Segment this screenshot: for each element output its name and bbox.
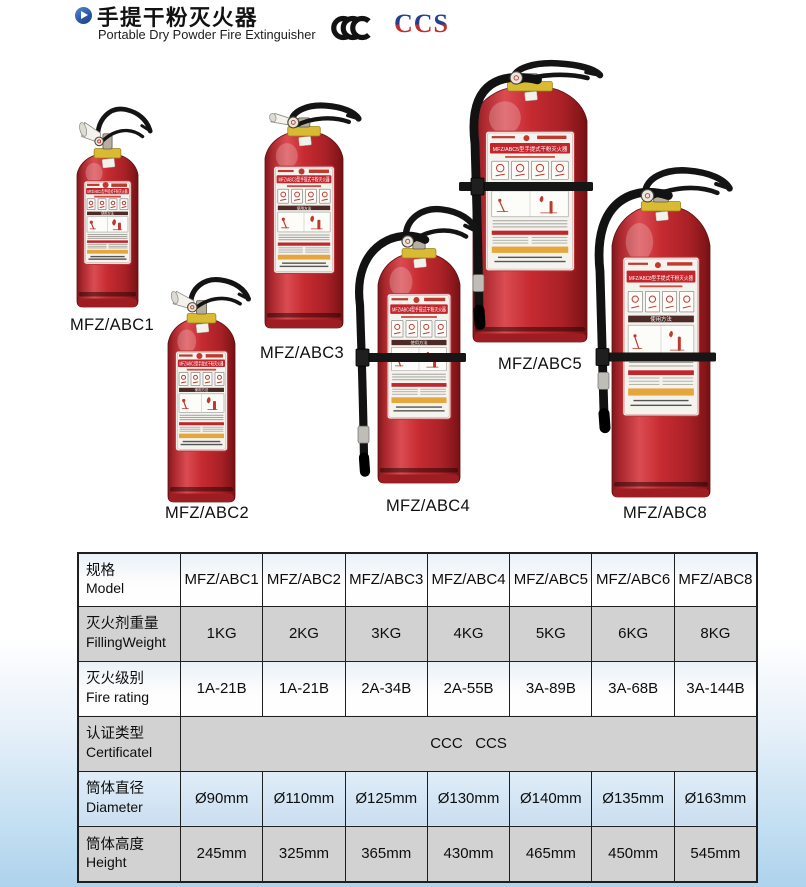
product-caption: MFZ/ABC3 [260,344,344,362]
product-caption: MFZ/ABC1 [70,316,154,334]
spec-cell: 8KG [673,605,758,662]
extinguisher-figure-mfz-abc2: MFZ/ABC2型手提式干粉灭火器 使用方法 [126,262,277,510]
spec-row: 灭火剂重量 FillingWeight 1KG 2KG 3KG 4KG 5KG 6KG 8KG [77,605,758,662]
row-label-zh: 规格 [86,562,115,579]
spec-row-label: 灭火级别 Fire rating [77,660,181,717]
spec-cell: 2A-55B [426,660,511,717]
spec-cell: 3A-68B [591,660,675,717]
spec-cell: 430mm [426,825,511,883]
spec-row-label: 筒体直径 Diameter [77,770,181,827]
ccs-certification-logo: CCS [394,9,450,38]
svg-text:MFZ/ABC5型手提式干粉灭火器: MFZ/ABC5型手提式干粉灭火器 [493,145,568,153]
spec-cell: 3A-144B [673,660,758,717]
extinguisher-figure-mfz-abc3: MFZ/ABC3型手提式干粉灭火器 使用方法 [223,89,385,336]
spec-cell: 4KG [426,605,511,662]
row-label-en: Height [86,854,127,871]
spec-row-label: 认证类型 Certificatel [77,715,181,772]
spec-cell: Ø125mm [344,770,428,827]
extinguisher-figure-mfz-abc1: MFZ/ABC1型手提式干粉灭火器 使用方法 [35,91,180,315]
spec-cell: 1A-21B [262,660,346,717]
spec-cell: 465mm [509,825,593,883]
spec-cell: Ø135mm [591,770,675,827]
extinguisher-figure-mfz-abc4: MFZ/ABC4型手提式干粉灭火器 使用方法 [336,191,502,491]
spec-cell: Ø163mm [673,770,758,827]
row-label-zh: 筒体高度 [86,836,144,853]
svg-text:MFZ/ABC1型手提式干粉灭火器: MFZ/ABC1型手提式干粉灭火器 [88,188,128,195]
row-label-en: Model [86,580,125,597]
spec-cell: 2A-34B [344,660,428,717]
row-label-en: Certificatel [86,744,153,761]
spec-cell: MFZ/ABC3 [344,552,428,607]
spec-table: 规格 Model MFZ/ABC1 MFZ/ABC2 MFZ/ABC3 MFZ/ABC4 M… [77,552,759,883]
row-label-en: Fire rating [86,689,150,706]
spec-cell: MFZ/ABC6 [591,552,675,607]
row-label-en: Diameter [86,799,143,816]
spec-cell: 3A-89B [509,660,593,717]
extinguisher-figure-mfz-abc8: MFZ/ABC8型手提式干粉灭火器 使用方法 [570,153,752,505]
spec-cell: CCC CCS [180,715,758,772]
spec-cell: 450mm [591,825,675,883]
spec-cell: MFZ/ABC2 [262,552,346,607]
spec-row: 灭火级别 Fire rating 1A-21B 1A-21B 2A-34B 2A-55B 3… [77,660,758,717]
svg-text:MFZ/ABC4型手提式干粉灭火器: MFZ/ABC4型手提式干粉灭火器 [392,306,446,314]
row-label-zh: 筒体直径 [86,781,144,798]
ccc-certification-icon [331,15,371,41]
product-caption: MFZ/ABC2 [165,504,249,522]
spec-row: 筒体高度 Height 245mm 325mm 365mm 430mm 465mm 450mm… [77,825,758,883]
svg-text:使用方法: 使用方法 [101,210,114,215]
spec-cell: MFZ/ABC8 [673,552,758,607]
row-label-en: FillingWeight [86,634,166,651]
page-title: 手提干粉灭火器 [97,6,259,30]
svg-text:MFZ/ABC3型手提式干粉灭火器: MFZ/ABC3型手提式干粉灭火器 [278,175,329,183]
spec-cell: 2KG [262,605,346,662]
spec-cell: MFZ/ABC1 [179,552,264,607]
svg-text:MFZ/ABC8型手提式干粉灭火器: MFZ/ABC8型手提式干粉灭火器 [629,274,694,282]
spec-row-label: 灭火剂重量 FillingWeight [77,605,181,662]
spec-cell: 5KG [509,605,593,662]
spec-row-label: 规格 Model [77,552,181,607]
play-icon [75,7,92,24]
svg-text:MFZ/ABC2型手提式干粉灭火器: MFZ/ABC2型手提式干粉灭火器 [180,359,224,367]
spec-row: 认证类型 Certificatel CCC CCS [77,715,758,772]
spec-row: 规格 Model MFZ/ABC1 MFZ/ABC2 MFZ/ABC3 MFZ/ABC4 M… [77,552,758,607]
svg-text:使用方法: 使用方法 [410,339,427,346]
svg-text:使用方法: 使用方法 [297,205,312,210]
spec-cell: 365mm [344,825,428,883]
spec-cell: MFZ/ABC4 [426,552,511,607]
svg-text:使用方法: 使用方法 [195,387,209,392]
spec-cell: 245mm [179,825,264,883]
extinguisher-figure-mfz-abc5: MFZ/ABC5型手提式干粉灭火器使用方法 [431,47,629,350]
page-subtitle: Portable Dry Powder Fire Extinguisher [98,27,316,42]
svg-text:使用方法: 使用方法 [650,315,672,323]
spec-cell: 545mm [673,825,758,883]
spec-cell: Ø130mm [426,770,511,827]
product-caption: MFZ/ABC8 [623,504,707,522]
header: 手提干粉灭火器 Portable Dry Powder Fire Extingu… [0,0,806,60]
row-label-zh: 认证类型 [86,726,144,743]
row-label-zh: 灭火级别 [86,671,144,688]
spec-row: 筒体直径 Diameter Ø90mm Ø110mm Ø125mm Ø130mm Ø140m… [77,770,758,827]
spec-cell: MFZ/ABC5 [509,552,593,607]
product-caption: MFZ/ABC5 [498,355,582,373]
spec-cell: 3KG [344,605,428,662]
spec-cell: Ø90mm [179,770,264,827]
product-caption: MFZ/ABC4 [386,497,470,515]
spec-cell: 325mm [262,825,346,883]
spec-row-label: 筒体高度 Height [77,825,181,883]
row-label-zh: 灭火剂重量 [86,616,159,633]
spec-cell: 1KG [179,605,264,662]
spec-cell: 6KG [591,605,675,662]
spec-cell: Ø110mm [262,770,346,827]
spec-cell: Ø140mm [509,770,593,827]
spec-cell: 1A-21B [179,660,264,717]
